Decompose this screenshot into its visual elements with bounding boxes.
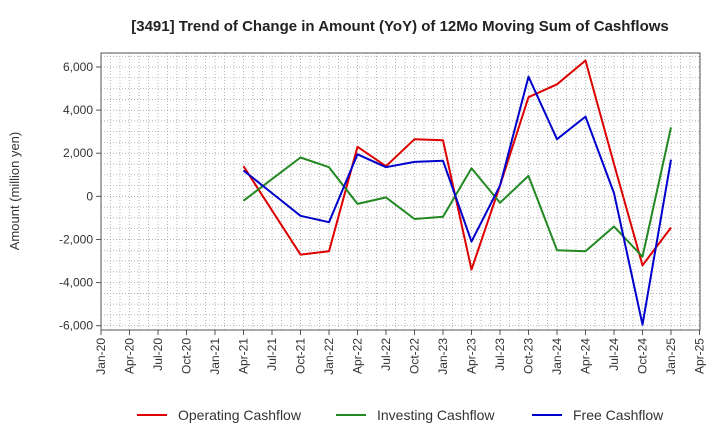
y-tick-label: -6,000 <box>59 319 93 333</box>
legend-label-operating-cashflow: Operating Cashflow <box>178 407 302 423</box>
x-tick-label: Oct-24 <box>636 338 650 374</box>
x-tick-label: Jul-24 <box>607 338 621 371</box>
x-tick-label: Apr-20 <box>123 338 137 374</box>
plot-area <box>101 53 700 330</box>
y-tick-label: -4,000 <box>59 276 93 290</box>
x-tick-label: Apr-22 <box>351 338 365 374</box>
y-tick-label: 6,000 <box>63 60 93 74</box>
x-tick-label: Jan-22 <box>322 338 336 375</box>
investing-cashflow-line <box>242 127 672 258</box>
x-tick-label: Jan-20 <box>94 338 108 375</box>
plot-frame <box>100 52 701 331</box>
x-tick-label: Jan-21 <box>208 338 222 375</box>
y-tick-label: 2,000 <box>63 146 93 160</box>
x-tick-label: Oct-22 <box>408 338 422 374</box>
x-tick-label: Jul-22 <box>379 338 393 371</box>
operating-cashflow-line <box>242 59 672 271</box>
x-tick-label: Oct-23 <box>522 338 536 374</box>
legend-label-free-cashflow: Free Cashflow <box>573 407 664 423</box>
y-tick-label: 4,000 <box>63 103 93 117</box>
x-tick-label: Jan-24 <box>550 338 564 375</box>
x-axis-ticks: Jan-20 Apr-20 Jul-20 Oct-20 Jan-21 Apr-21 Jul-… <box>94 330 707 375</box>
x-tick-label: Apr-21 <box>237 338 251 374</box>
x-tick-label: Jan-23 <box>436 338 450 375</box>
y-tick-label: -2,000 <box>59 232 93 246</box>
x-tick-label: Jul-23 <box>493 338 507 371</box>
x-tick-label: Oct-20 <box>180 338 194 374</box>
y-axis-label: Amount (million yen) <box>7 132 22 251</box>
legend: Operating Cashflow Investing Cashflow Free… <box>137 407 664 423</box>
x-tick-label: Oct-21 <box>294 338 308 374</box>
x-tick-label: Apr-24 <box>579 338 593 374</box>
y-axis-ticks: 6,000 4,000 2,000 0 -2,000 -4,000 -6,000 <box>59 60 101 333</box>
series-lines <box>242 59 672 326</box>
x-tick-label: Apr-23 <box>465 338 479 374</box>
x-tick-label: Jul-21 <box>265 338 279 371</box>
free-cashflow-line <box>242 75 672 326</box>
x-tick-label: Apr-25 <box>693 338 707 374</box>
y-tick-label: 0 <box>86 189 93 203</box>
legend-label-investing-cashflow: Investing Cashflow <box>377 407 495 423</box>
chart-title: [3491] Trend of Change in Amount (YoY) o… <box>131 18 669 35</box>
x-tick-label: Jan-25 <box>664 338 678 375</box>
x-tick-label: Jul-20 <box>151 338 165 371</box>
